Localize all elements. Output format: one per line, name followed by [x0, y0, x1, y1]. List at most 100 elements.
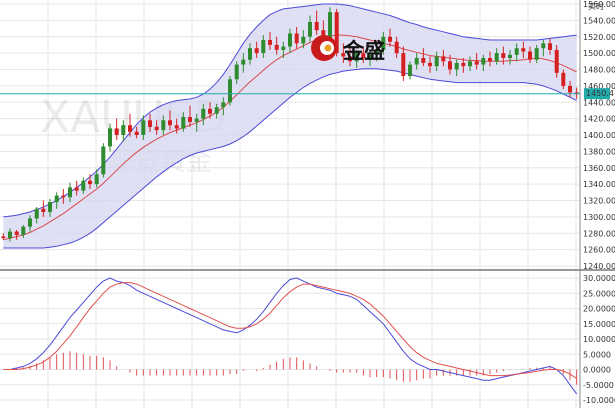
candle-body [308, 22, 312, 37]
candle-body [461, 62, 466, 67]
price-tick-label: 1540.00 [583, 16, 615, 25]
candle-body [394, 41, 399, 54]
candle-body [201, 108, 206, 119]
candle-body [401, 53, 406, 76]
candle-body [8, 231, 12, 239]
macd-dea-line [3, 282, 577, 380]
candle-body [161, 120, 166, 131]
candle-body [554, 49, 559, 73]
candle-body [508, 54, 512, 59]
macd-axis: 30.0000 25.0000 20.0000 15.0000 10.0000 5.000… [583, 274, 615, 405]
candle-body [494, 53, 499, 62]
candle-body [368, 54, 372, 59]
candle-body [74, 187, 79, 191]
candle-body [328, 12, 332, 39]
last-price-label: 1450.41 [586, 89, 615, 98]
candle-body [234, 64, 239, 80]
macd-tick-label: 25.0000 [583, 289, 615, 298]
candle-body [408, 64, 412, 77]
candle-body [314, 22, 319, 31]
macd-tick-label: -5.0000 [583, 381, 614, 390]
candle-body [428, 62, 432, 67]
candle-body [114, 128, 119, 135]
price-tick-label: 1560.00 [583, 0, 615, 9]
candle-body [441, 56, 446, 62]
candles [1, 7, 579, 242]
candle-body [421, 58, 426, 63]
candle-body [548, 43, 552, 50]
candle-body [128, 125, 132, 132]
candle-body [474, 61, 479, 65]
candle-body [254, 48, 259, 54]
candle-body [68, 187, 72, 198]
price-tick-label: 1520.00 [583, 33, 615, 42]
candle-body [381, 36, 386, 50]
brand-logo: 金盛 [311, 35, 385, 63]
candle-body [321, 30, 326, 39]
candle-body [148, 120, 152, 127]
macd-tick-label: 0.0000 [583, 366, 611, 375]
price-tick-label: 1380.00 [583, 147, 615, 156]
candle-body [48, 202, 52, 212]
candle-body [434, 56, 439, 67]
band-fill [3, 4, 577, 248]
candle-body [468, 61, 472, 67]
candle-body [28, 218, 32, 227]
last-price-box [584, 88, 610, 100]
candle-body [14, 231, 19, 235]
candle-body [241, 59, 246, 65]
candle-body [221, 102, 226, 108]
candle-body [214, 107, 219, 114]
candle-body [448, 61, 452, 70]
price-tick-label: 1480.00 [583, 66, 615, 75]
price-tick-label: 1420.00 [583, 115, 615, 124]
candle-body [174, 125, 179, 129]
price-tick-label: 1260.00 [583, 246, 615, 255]
candle-body [521, 48, 526, 52]
candle-body [81, 180, 86, 191]
candle-body [41, 208, 46, 212]
candle-body [61, 195, 66, 198]
macd-tick-label: 30.0000 [583, 274, 615, 283]
macd-tick-label: 15.0000 [583, 320, 615, 329]
logo-dot-icon [324, 44, 332, 52]
price-tick-label: 1400.00 [583, 131, 615, 140]
candle-body [188, 117, 192, 122]
candle-body [388, 36, 392, 42]
macd-tick-label: 5.0000 [583, 350, 611, 359]
candle-body [248, 48, 252, 60]
last-price-marker: 1450.41 [584, 88, 615, 100]
candle-body [134, 131, 139, 135]
price-tick-label: 1440.00 [583, 98, 615, 107]
price-tick-label: 1360.00 [583, 164, 615, 173]
candle-body [488, 58, 492, 62]
candle-body [541, 43, 546, 49]
candle-body [274, 44, 279, 50]
candle-body [181, 117, 186, 129]
candle-body [21, 226, 26, 235]
realtime-label: 实时 [588, 1, 604, 11]
candle-body [194, 118, 199, 122]
candle-body [101, 146, 106, 175]
candle-body [34, 208, 39, 219]
candle-body [1, 236, 6, 239]
candle-body [454, 62, 459, 70]
price-tick-label: 1340.00 [583, 180, 615, 189]
candle-body [54, 195, 59, 203]
price-tick-label: 1240.00 [583, 262, 615, 271]
macd-indicator [3, 277, 578, 395]
candle-body [94, 174, 99, 185]
macd-tick-label: 10.0000 [583, 335, 615, 344]
macd-dif-line [3, 277, 578, 395]
candle-body [561, 72, 566, 86]
candle-body [154, 126, 159, 131]
candle-body [294, 33, 299, 44]
macd-grid [0, 277, 580, 401]
candle-body [281, 46, 286, 50]
candle-body [374, 49, 379, 55]
candle-body [514, 48, 519, 55]
candle-body [141, 120, 146, 135]
candle-body [121, 125, 126, 135]
candle-body [501, 53, 506, 58]
